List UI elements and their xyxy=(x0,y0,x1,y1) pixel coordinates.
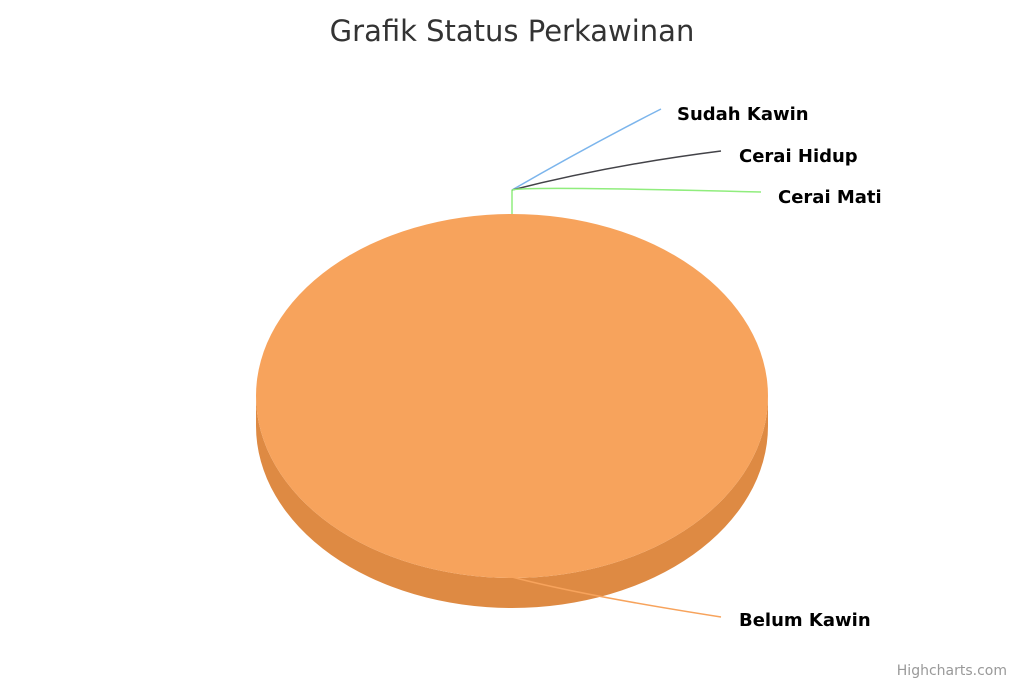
pie-slice-belum-kawin[interactable] xyxy=(256,214,768,578)
data-labels: Sudah Kawin Cerai Hidup Cerai Mati Belum Ka… xyxy=(677,104,882,631)
pie-slice-belum-kawin-side[interactable] xyxy=(256,396,768,608)
data-label-cerai-hidup[interactable]: Cerai Hidup xyxy=(739,146,858,167)
credits-link[interactable]: Highcharts.com xyxy=(897,663,1007,679)
chart-title: Grafik Status Perkawinan xyxy=(330,14,695,48)
connector-cerai-hidup xyxy=(511,150,722,191)
data-label-belum-kawin[interactable]: Belum Kawin xyxy=(739,610,871,631)
data-label-cerai-mati[interactable]: Cerai Mati xyxy=(778,187,882,208)
connector-belum-kawin xyxy=(511,576,722,618)
data-label-sudah-kawin[interactable]: Sudah Kawin xyxy=(677,104,809,125)
connector-sudah-kawin xyxy=(511,108,662,191)
connector-lines xyxy=(511,108,762,618)
connector-cerai-mati xyxy=(511,187,762,193)
